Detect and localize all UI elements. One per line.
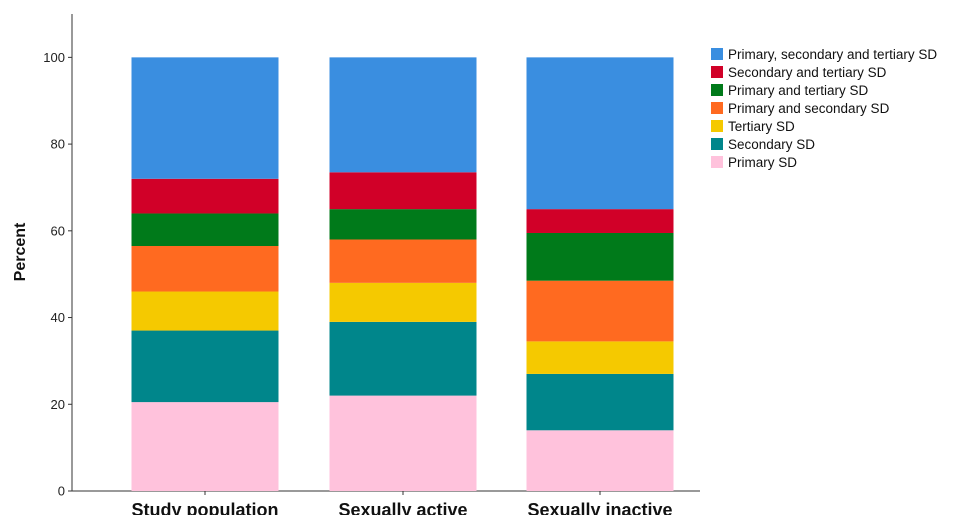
bar-segment [131,402,279,491]
legend-label: Primary and secondary SD [728,101,890,116]
bar-segment [131,245,279,292]
bar-segment [329,239,477,283]
legend-label: Primary SD [728,155,797,170]
x-category-label: Sexually active [338,500,467,515]
bar-segment [131,213,279,246]
y-tick-label: 40 [51,310,65,325]
legend-swatch [711,156,723,168]
legend-swatch [711,66,723,78]
y-tick-label: 60 [51,223,65,238]
y-tick-label: 100 [43,50,65,65]
bar-segment [526,57,674,210]
x-axis-category-labels: Study population Sexually active Sexually … [132,500,673,515]
bar-segment [526,280,674,342]
chart-legend: Primary, secondary and tertiary SD Second… [711,47,937,170]
chart-bars [131,57,674,491]
legend-swatch [711,102,723,114]
legend-label: Primary and tertiary SD [728,83,869,98]
y-axis-tick-labels: 0 20 40 60 80 100 [43,50,65,499]
legend-swatch [711,48,723,60]
bar-segment [131,178,279,214]
x-category-label: Study population [132,500,279,515]
bar-segment [329,172,477,210]
bar-segment [526,341,674,374]
bar-segment [329,209,477,240]
bar-segment [329,395,477,491]
legend-label: Secondary SD [728,137,815,152]
bar-segment [131,291,279,331]
y-tick-label: 0 [58,484,65,499]
legend-label: Secondary and tertiary SD [728,65,887,80]
x-category-label: Sexually inactive [527,500,672,515]
bar-segment [329,321,477,396]
legend-swatch [711,84,723,96]
y-tick-label: 20 [51,397,65,412]
legend-label: Tertiary SD [728,119,795,134]
bar-segment [526,430,674,491]
bar-segment [329,282,477,322]
y-axis-title: Percent [12,222,29,281]
bar-segment [526,232,674,281]
bar-segment [526,209,674,233]
bar-segment [131,330,279,403]
bar-segment [526,373,674,431]
bar-segment [329,57,477,173]
legend-swatch [711,138,723,150]
legend-label: Primary, secondary and tertiary SD [728,47,937,62]
legend-swatch [711,120,723,132]
bar-segment [131,57,279,179]
y-tick-label: 80 [51,137,65,152]
